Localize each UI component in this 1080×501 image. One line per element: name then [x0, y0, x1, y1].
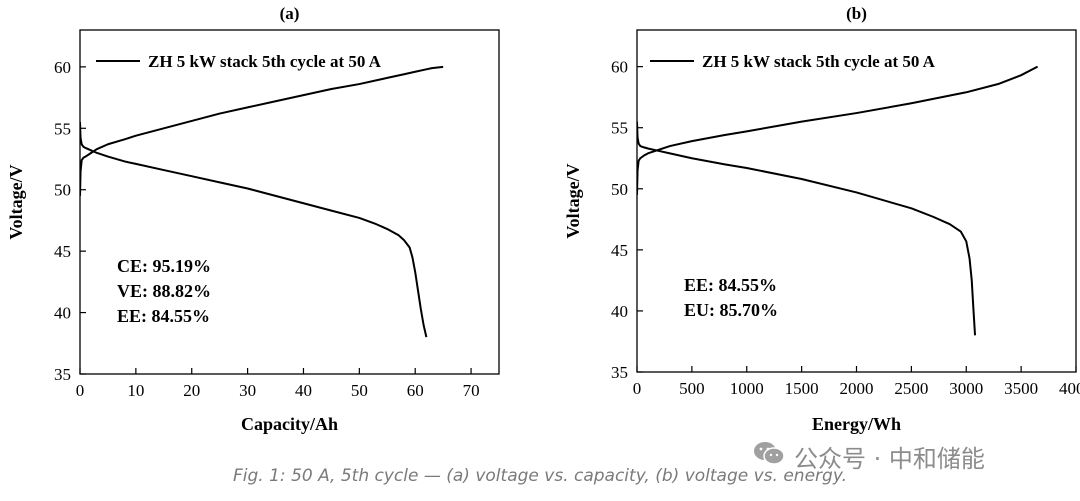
x-tick-label: 40: [295, 381, 312, 400]
x-axis-label: Capacity/Ah: [241, 414, 338, 434]
x-tick-label: 1000: [730, 379, 764, 398]
y-tick-label: 50: [611, 180, 628, 199]
plot-frame: [79, 29, 500, 375]
y-axis-label: Voltage/V: [6, 164, 26, 239]
series-line-discharge: [80, 122, 428, 338]
plot-frame: [636, 29, 1077, 373]
series-line-charge: [80, 65, 444, 196]
legend-label: ZH 5 kW stack 5th cycle at 50 A: [702, 52, 936, 71]
watermark: 公众号 · 中和储能: [752, 439, 985, 473]
efficiency-annotation: VE: 88.82%: [117, 281, 211, 301]
x-tick-label: 2000: [840, 379, 874, 398]
x-tick-label: 1500: [785, 379, 819, 398]
y-axis-label: Voltage/V: [563, 163, 583, 238]
x-axis-label: Energy/Wh: [812, 414, 901, 434]
chart-panel-1: (a) 0 10 20 30 40 50 60 70 35 40 45 50 55 60 Capacity/A…: [6, 4, 500, 434]
legend-label: ZH 5 kW stack 5th cycle at 50 A: [148, 52, 382, 71]
x-tick-label: 30: [239, 381, 256, 400]
chart-panel-2: (b) 0 500 1000 1500 2000 2500 3000 3500 4000 35 40 4…: [563, 4, 1080, 434]
x-tick-label: 3000: [949, 379, 983, 398]
y-tick-label: 50: [54, 181, 71, 200]
x-tick-label: 60: [407, 381, 424, 400]
series-line-charge: [637, 65, 1039, 195]
y-tick-label: 45: [54, 242, 71, 261]
x-tick-label: 4000: [1059, 379, 1080, 398]
efficiency-annotation: EE: 84.55%: [684, 275, 777, 295]
x-tick-label: 0: [633, 379, 642, 398]
x-tick-label: 3500: [1004, 379, 1038, 398]
efficiency-annotation: EE: 84.55%: [117, 306, 210, 326]
watermark-text: 公众号 · 中和储能: [794, 444, 985, 473]
y-tick-label: 40: [54, 304, 71, 323]
y-tick-label: 40: [611, 302, 628, 321]
efficiency-annotation: EU: 85.70%: [684, 300, 778, 320]
y-tick-label: 45: [611, 241, 628, 260]
x-tick-label: 2500: [894, 379, 928, 398]
x-tick-label: 20: [183, 381, 200, 400]
x-tick-label: 10: [127, 381, 144, 400]
y-tick-label: 35: [611, 363, 628, 382]
series-line-discharge: [637, 121, 977, 336]
y-tick-label: 60: [54, 58, 71, 77]
x-tick-label: 0: [76, 381, 85, 400]
efficiency-annotation: CE: 95.19%: [117, 256, 211, 276]
x-tick-label: 50: [351, 381, 368, 400]
x-tick-label: 500: [679, 379, 705, 398]
panel-label: (a): [280, 4, 300, 23]
y-tick-label: 55: [54, 119, 71, 138]
wechat-icon: [752, 439, 786, 473]
y-tick-label: 60: [611, 58, 628, 77]
panel-label: (b): [846, 4, 867, 23]
figure-caption: Fig. 1: 50 A, 5th cycle — (a) voltage vs…: [233, 466, 847, 486]
y-tick-label: 35: [54, 365, 71, 384]
x-tick-label: 70: [463, 381, 480, 400]
y-tick-label: 55: [611, 119, 628, 138]
